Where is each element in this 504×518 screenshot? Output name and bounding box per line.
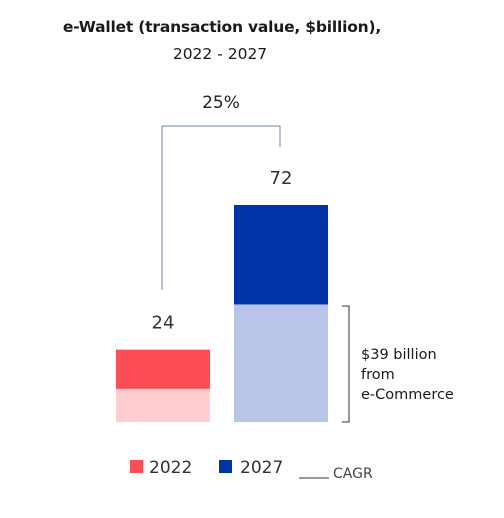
legend-swatch-2022 bbox=[130, 460, 143, 473]
value-labels-group: 24 72 bbox=[152, 168, 293, 334]
legend-swatch-2027 bbox=[219, 460, 232, 473]
cagr-connector bbox=[161, 125, 281, 290]
chart-title: e-Wallet (transaction value, $billion), bbox=[62, 18, 382, 36]
cagr-label: 25% bbox=[202, 93, 240, 113]
annotation-line-3: e-Commerce bbox=[361, 387, 454, 403]
legend-cagr-label: CAGR bbox=[333, 466, 373, 482]
legend-label-2027: 2027 bbox=[240, 458, 283, 478]
annotation-bracket bbox=[342, 305, 350, 423]
bar-2027-segment-bottom bbox=[234, 304, 328, 422]
bars-group bbox=[116, 205, 328, 422]
chart-subtitle: 2022 - 2027 bbox=[172, 45, 268, 63]
bar-2022-segment-top bbox=[116, 349, 210, 389]
bar-2027-segment-top bbox=[234, 205, 328, 305]
value-label-2022: 24 bbox=[152, 313, 175, 334]
value-label-2027: 72 bbox=[270, 168, 293, 189]
legend-label-2022: 2022 bbox=[149, 458, 192, 478]
bar-2022-segment-bottom bbox=[116, 388, 210, 422]
annotation-line-2: from bbox=[361, 367, 395, 383]
annotation-line-1: $39 billion bbox=[361, 347, 437, 363]
